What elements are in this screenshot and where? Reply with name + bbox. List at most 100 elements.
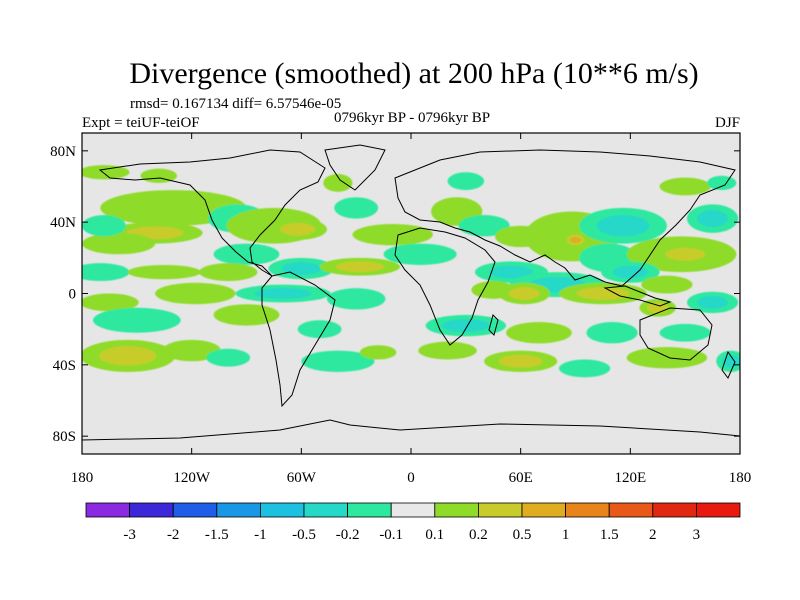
field-patch-core <box>576 287 630 300</box>
field-patch <box>127 264 201 280</box>
season-label: DJF <box>715 115 740 131</box>
x-tick-label: 180 <box>729 470 752 486</box>
field-patch <box>326 288 386 310</box>
y-tick-label: 0 <box>69 287 77 303</box>
colorbar-swatch <box>477 502 523 518</box>
field-patch-core <box>489 265 534 279</box>
coastline-greenland <box>324 144 386 191</box>
colorbar-swatch <box>85 502 130 518</box>
coastline-maritime-continent <box>603 285 672 307</box>
field-patch <box>641 275 693 294</box>
colorbar-label: -0.2 <box>336 527 360 543</box>
colorbar-swatch <box>347 502 392 518</box>
coastline-madagascar <box>488 314 499 336</box>
field-patch <box>659 323 711 342</box>
colorbar-label: -1.5 <box>205 527 229 543</box>
field-patch <box>297 320 342 339</box>
field-patch <box>506 322 572 344</box>
coastline-eurasia <box>394 149 736 287</box>
field-patch <box>162 339 221 362</box>
y-tick-label: 40S <box>53 358 76 374</box>
colorbar-swatch <box>696 502 741 518</box>
field-patch-core <box>335 261 384 273</box>
y-tick-label: 80S <box>53 429 76 445</box>
coastline-australia <box>639 307 713 361</box>
colorbar-swatch <box>390 502 436 518</box>
x-tick-label: 0 <box>407 470 415 486</box>
coastline-africa <box>394 227 496 346</box>
field-patch <box>82 215 126 237</box>
field-patch-peak <box>570 236 581 244</box>
field-patch <box>586 322 638 344</box>
period-label: 0796kyr BP - 0796kyr BP <box>334 110 490 126</box>
colorbar-label: 1 <box>562 527 570 543</box>
coastline-south-america <box>261 271 336 408</box>
x-axis: 180 120W 60W 0 60E 120E 180 <box>71 133 752 486</box>
field-patch <box>359 345 397 360</box>
field-patch <box>352 223 433 246</box>
x-tick-label: 180 <box>71 470 94 486</box>
x-tick-label: 120E <box>614 470 646 486</box>
colorbar-swatch <box>216 502 261 518</box>
field-patch <box>301 350 375 372</box>
chart-title: Divergence (smoothed) at 200 hPa (10**6 … <box>129 57 698 90</box>
field-patch <box>447 172 485 191</box>
field-patch <box>213 243 280 265</box>
experiment-label: Expt = teiUF-teiOF <box>82 115 200 131</box>
field-patch <box>213 304 280 326</box>
field-patch-core <box>596 215 650 237</box>
field-patch <box>334 197 379 219</box>
x-tick-label: 120W <box>173 470 211 486</box>
field-patch <box>659 177 711 196</box>
x-tick-label: 60E <box>509 470 533 486</box>
colorbar-swatch <box>652 502 697 518</box>
field-patch-core <box>254 288 312 299</box>
colorbar: -3 -2 -1.5 -1 -0.5 -0.2 -0.1 0.1 0.2 0.5 1 1.5 2 3 <box>85 502 741 543</box>
y-tick-label: 40N <box>50 215 76 231</box>
colorbar-label: 0.1 <box>425 527 444 543</box>
field-patch <box>82 165 130 180</box>
field-patch-core <box>99 346 157 366</box>
field-patch <box>82 232 156 255</box>
field-patch-core <box>697 210 728 228</box>
colorbar-label: 2 <box>649 527 657 543</box>
field-patch <box>323 174 353 192</box>
field-patch-core <box>281 262 322 275</box>
field-patch <box>82 293 139 312</box>
colorbar-label: -3 <box>123 527 136 543</box>
field-patch <box>206 348 251 367</box>
field-patch <box>626 347 708 369</box>
field-patch <box>155 282 236 305</box>
y-axis: 80N 40N 0 40S 80S <box>50 144 740 445</box>
colorbar-swatch <box>434 502 479 518</box>
colorbar-label: 3 <box>693 527 701 543</box>
field-patch-core <box>697 295 728 309</box>
y-tick-label: 80N <box>50 144 76 160</box>
x-tick-label: 60W <box>287 470 317 486</box>
coastlines <box>82 144 740 441</box>
field-patch <box>383 243 457 265</box>
field-patch-core <box>508 287 540 300</box>
colorbar-swatch <box>565 502 610 518</box>
field-patch <box>707 175 737 191</box>
field-patch-core <box>498 354 543 368</box>
coastline-north-america <box>98 149 326 277</box>
field-patch <box>418 341 477 360</box>
field-patch <box>198 263 258 282</box>
field-patch-core <box>441 319 490 333</box>
colorbar-label: -0.5 <box>292 527 316 543</box>
colorbar-label: 1.5 <box>600 527 619 543</box>
colorbar-swatch <box>172 502 218 518</box>
colorbar-swatch <box>303 502 348 518</box>
colorbar-swatch <box>259 502 305 518</box>
coastline-antarctica <box>82 419 740 441</box>
field-patch <box>92 307 181 333</box>
field-patch-core <box>280 222 316 236</box>
field-patch-core <box>665 247 705 261</box>
colorbar-label: -2 <box>167 527 180 543</box>
colorbar-label: -1 <box>254 527 267 543</box>
stats-label: rmsd= 0.167134 diff= 6.57546e-05 <box>130 96 341 112</box>
divergence-field <box>82 165 740 378</box>
field-patch <box>458 215 510 237</box>
colorbar-label: -0.1 <box>379 527 403 543</box>
